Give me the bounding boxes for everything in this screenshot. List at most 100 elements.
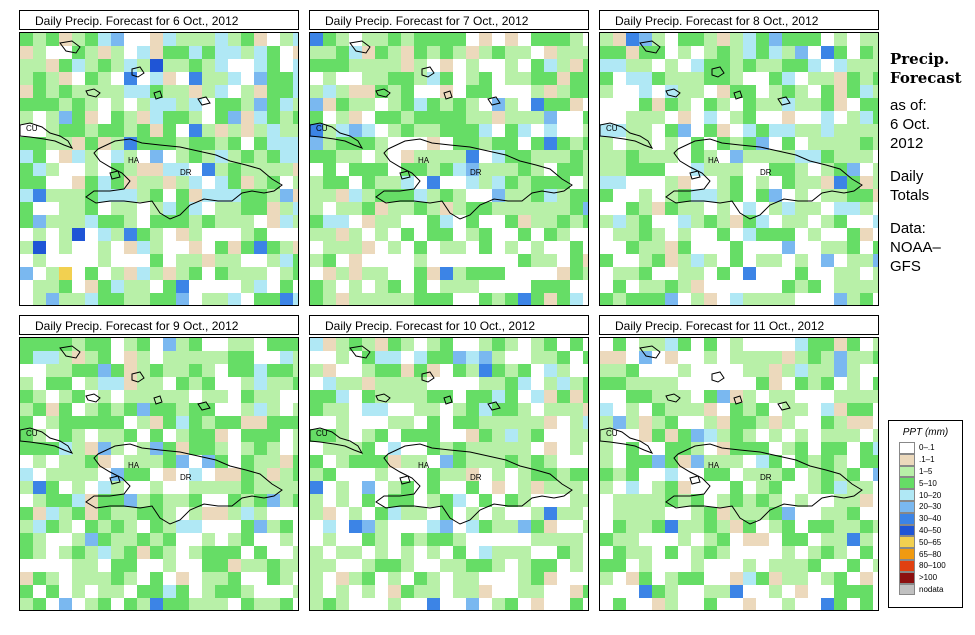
precip-cell [388,585,401,598]
precip-cell [583,416,588,429]
precip-cell [137,559,150,572]
precip-cell [834,254,847,267]
precip-cell [743,468,756,481]
precip-cell [652,137,665,150]
precip-cell [215,520,228,533]
precip-cell [293,546,298,559]
legend-item: 20–30 [899,500,962,513]
precip-cell [652,533,665,546]
precip-cell [626,520,639,533]
precip-cell [730,72,743,85]
precip-cell [730,416,743,429]
precip-cell [730,546,743,559]
precip-cell [808,215,821,228]
precip-cell [639,351,652,364]
precip-cell [150,598,163,610]
precip-cell [267,572,280,585]
precip-cell [518,150,531,163]
precip-cell [665,520,678,533]
coastline [689,170,701,180]
precip-cell [518,585,531,598]
precip-cell [808,494,821,507]
precip-cell [46,241,59,254]
precip-cell [678,416,691,429]
precip-cell [557,338,570,351]
precip-cell [782,455,795,468]
precip-cell [401,390,414,403]
precip-cell [492,59,505,72]
precip-cell [293,267,298,280]
precip-cell [98,111,111,124]
precip-cell [427,572,440,585]
precip-cell [544,559,557,572]
precip-cell [176,377,189,390]
precip-cell [323,572,336,585]
precip-cell [834,98,847,111]
precip-cell [150,455,163,468]
precip-cell [678,254,691,267]
precip-cell [414,481,427,494]
precip-cell [492,598,505,610]
precip-cell [678,351,691,364]
precip-cell [717,85,730,98]
precip-cell [730,468,743,481]
precip-cell [626,228,639,241]
precip-cell [652,111,665,124]
precip-cell [678,98,691,111]
precip-cell [873,46,878,59]
precip-cell [254,124,267,137]
precip-cell [176,267,189,280]
precip-cell [33,241,46,254]
precip-cell [150,280,163,293]
precip-cell [756,494,769,507]
precip-cell [453,111,466,124]
precip-cell [570,572,583,585]
precip-cell [228,59,241,72]
precip-cell [241,429,254,442]
precip-cell [544,377,557,390]
coastline [665,443,863,525]
precip-cell [137,33,150,46]
precip-cell [505,468,518,481]
precip-cell [492,390,505,403]
precip-cell [215,215,228,228]
precip-cell [479,429,492,442]
precip-cell [613,46,626,59]
precip-cell [492,293,505,305]
precip-cell [72,455,85,468]
precip-map: CU HA DR [309,337,589,611]
coastline [310,427,364,454]
precip-cell [652,293,665,305]
precip-cell [375,33,388,46]
precip-cell [59,559,72,572]
precip-cell [124,59,137,72]
precip-cell [241,572,254,585]
precip-cell [626,124,639,137]
precip-cell [202,351,215,364]
precip-cell [20,559,33,572]
precip-cell [163,46,176,59]
precip-cell [769,455,782,468]
precip-cell [795,559,808,572]
precip-cell [323,202,336,215]
precip-cell [505,111,518,124]
precip-cell [176,559,189,572]
precip-cell [626,455,639,468]
precip-cell [280,481,293,494]
precip-cell [267,442,280,455]
precip-cell [46,494,59,507]
precip-cell [600,507,613,520]
precip-cell [626,59,639,72]
precip-cell [717,46,730,59]
precip-cell [583,338,588,351]
precip-cell [98,241,111,254]
precip-cell [85,507,98,520]
precip-cell [228,598,241,610]
precip-cell [544,293,557,305]
precip-cell [613,546,626,559]
precip-cell [388,163,401,176]
precip-cell [652,507,665,520]
precip-cell [639,468,652,481]
precip-cell [691,533,704,546]
